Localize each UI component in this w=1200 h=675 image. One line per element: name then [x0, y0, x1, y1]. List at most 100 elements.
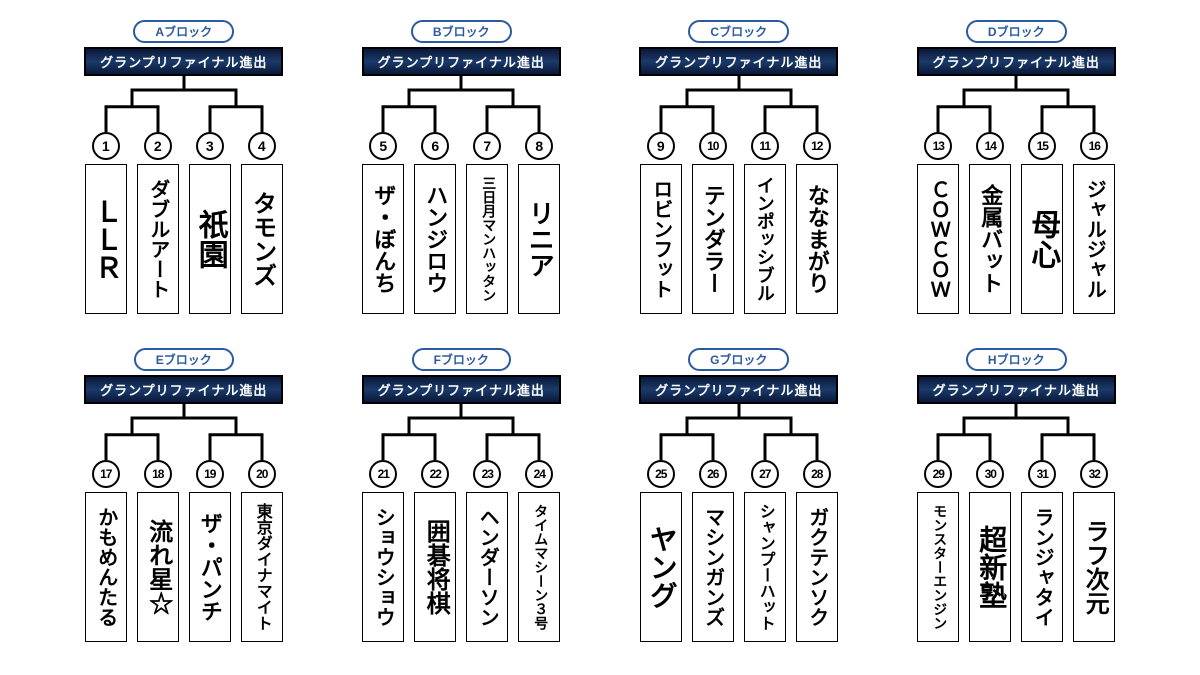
- bracket-lines: [80, 404, 288, 460]
- final-banner: グランプリファイナル進出: [84, 375, 283, 404]
- entry-name: ショウショウ: [373, 507, 393, 627]
- entry-name: リニア: [526, 200, 552, 278]
- entry: 30超新塾: [969, 460, 1011, 642]
- block-C: Cブロックグランプリファイナル進出 9ロビンフット10テンダラー11インポッシブ…: [615, 20, 863, 328]
- entry: 22囲碁将棋: [414, 460, 456, 642]
- entry-name-box: ダブルアート: [137, 164, 179, 314]
- entry-name-box: 東京ダイナマイト: [241, 492, 283, 642]
- entry: 21 ショウショウ: [362, 460, 404, 642]
- entry-name-box: タモンズ: [241, 164, 283, 314]
- entry-number: 23: [473, 460, 501, 488]
- entry: 4タモンズ: [241, 132, 283, 314]
- bracket-lines: [635, 404, 843, 460]
- entry-name: 流れ星☆: [146, 519, 170, 615]
- block-label: Hブロック: [966, 348, 1067, 371]
- entry-name: 祇園: [195, 209, 225, 269]
- entry-name-box: ハンジロウ: [414, 164, 456, 314]
- entry-number: 3: [196, 132, 224, 160]
- block-F: Fブロックグランプリファイナル進出 21 ショウショウ 22囲碁将棋 23 ヘンダーソン…: [338, 348, 586, 656]
- entry-name-box: 流れ星☆: [137, 492, 179, 642]
- entry-name-box: インポッシブル: [744, 164, 786, 314]
- entry-name: タモンズ: [250, 191, 274, 287]
- entry-name: ロビンフット: [651, 179, 671, 299]
- entry-number: 15: [1028, 132, 1056, 160]
- entry: 17かもめんたる: [85, 460, 127, 642]
- entry-name-box: ＣＯＷＣＯＷ: [917, 164, 959, 314]
- entry-name: ななまがり: [806, 184, 828, 294]
- final-banner: グランプリファイナル進出: [639, 375, 838, 404]
- entry-name: 囲碁将棋: [423, 519, 447, 615]
- entry-number: 1: [92, 132, 120, 160]
- entry-name: ダブルアート: [148, 179, 168, 299]
- entry: 28ガクテンソク: [796, 460, 838, 642]
- entry-name: ラフ次元: [1082, 519, 1106, 615]
- entry-number: 6: [421, 132, 449, 160]
- entry: 27 シャンプーハット: [744, 460, 786, 642]
- entry-name-box: 母心: [1021, 164, 1063, 314]
- entry-name: モンスターエンジン: [931, 504, 945, 630]
- entry-name-box: ヘンダーソン: [466, 492, 508, 642]
- entry: 14 金属バット: [969, 132, 1011, 314]
- entry-name: 三日月マンハッタン: [480, 176, 494, 302]
- entry: 16ジャルジャル: [1073, 132, 1115, 314]
- block-label: Cブロック: [688, 20, 789, 43]
- entry-name: 東京ダイナマイト: [254, 503, 270, 631]
- final-banner: グランプリファイナル進出: [84, 47, 283, 76]
- entry-name: ＬＬＲ: [92, 197, 120, 281]
- entry-number: 13: [924, 132, 952, 160]
- entry-number: 10: [699, 132, 727, 160]
- block-G: Gブロックグランプリファイナル進出 25ヤング 26 マシンガンズ 27 シャンプーハッ…: [615, 348, 863, 656]
- bracket-grid: Aブロックグランプリファイナル進出 1ＬＬＲ2ダブルアート3祇園4タモンズBブロ…: [60, 20, 1140, 655]
- entry-number: 26: [699, 460, 727, 488]
- entry-name-box: タイムマシーン３号: [518, 492, 560, 642]
- entry-name: ランジャタイ: [1032, 507, 1052, 627]
- block-D: Dブロックグランプリファイナル進出 13ＣＯＷＣＯＷ14金属バット15母心16ジ…: [893, 20, 1141, 328]
- entry: 1 ＬＬＲ: [85, 132, 127, 314]
- final-banner: グランプリファイナル進出: [362, 47, 561, 76]
- entry-name-box: マシンガンズ: [692, 492, 734, 642]
- entry: 13 ＣＯＷＣＯＷ: [917, 132, 959, 314]
- entry-name: テンダラー: [702, 184, 724, 294]
- entry-number: 28: [803, 460, 831, 488]
- entries-row: 9ロビンフット10テンダラー11インポッシブル12ななまがり: [640, 132, 838, 314]
- entry-number: 19: [196, 460, 224, 488]
- block-H: Hブロックグランプリファイナル進出 29モンスターエンジン30超新塾31ランジャ…: [893, 348, 1141, 656]
- entry-name-box: 金属バット: [969, 164, 1011, 314]
- entry-name: ザ・パンチ: [199, 512, 221, 622]
- bracket-lines: [357, 76, 565, 132]
- entry-number: 18: [144, 460, 172, 488]
- entry: 8リニア: [518, 132, 560, 314]
- entry-name-box: ＬＬＲ: [85, 164, 127, 314]
- entry-number: 9: [647, 132, 675, 160]
- entries-row: 25ヤング 26 マシンガンズ 27 シャンプーハット 28ガクテンソク: [640, 460, 838, 642]
- entry: 25ヤング: [640, 460, 682, 642]
- entry-name-box: ロビンフット: [640, 164, 682, 314]
- entry-name: ヤング: [647, 525, 675, 609]
- block-label: Gブロック: [688, 348, 789, 371]
- entry-name: ハンジロウ: [424, 184, 446, 294]
- entry-name-box: ヤング: [640, 492, 682, 642]
- block-label: Eブロック: [134, 348, 234, 371]
- block-label: Fブロック: [412, 348, 511, 371]
- entry-number: 27: [751, 460, 779, 488]
- final-banner: グランプリファイナル進出: [362, 375, 561, 404]
- entry-number: 14: [976, 132, 1004, 160]
- entry: 10 テンダラー: [692, 132, 734, 314]
- entries-row: 13 ＣＯＷＣＯＷ 14 金属バット 15 母心16ジャルジャル: [917, 132, 1115, 314]
- entry-number: 17: [92, 460, 120, 488]
- entry: 3 祇園: [189, 132, 231, 314]
- entry-name-box: 囲碁将棋: [414, 492, 456, 642]
- entry-name-box: ななまがり: [796, 164, 838, 314]
- entry: 11 インポッシブル: [744, 132, 786, 314]
- entry-name: ＣＯＷＣＯＷ: [928, 179, 948, 299]
- final-banner: グランプリファイナル進出: [917, 47, 1116, 76]
- bracket-lines: [912, 404, 1120, 460]
- entry-number: 21: [369, 460, 397, 488]
- entries-row: 5ザ・ぼんち6ハンジロウ7三日月マンハッタン8リニア: [362, 132, 560, 314]
- entry-name: インポッシブル: [756, 176, 774, 302]
- entry-number: 2: [144, 132, 172, 160]
- entry-number: 11: [751, 132, 779, 160]
- block-A: Aブロックグランプリファイナル進出 1ＬＬＲ2ダブルアート3祇園4タモンズ: [60, 20, 308, 328]
- entry-name: シャンプーハット: [757, 503, 773, 631]
- entry-name: ザ・ぼんち: [372, 184, 394, 294]
